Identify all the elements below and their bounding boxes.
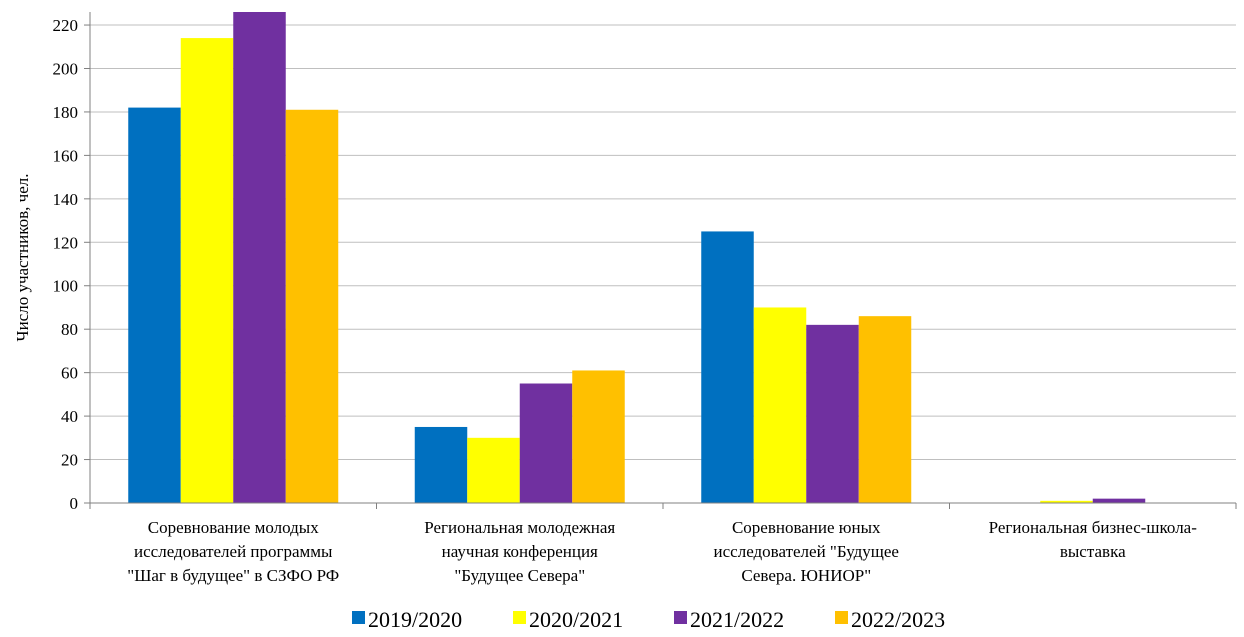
- y-tick-label: 220: [53, 16, 79, 35]
- category-label-line: "Шаг в будущее" в СЗФО РФ: [127, 566, 339, 585]
- bar: [128, 107, 181, 503]
- category-label-line: "Будущее Севера": [454, 566, 585, 585]
- y-tick-label: 60: [61, 364, 78, 383]
- legend-label: 2020/2021: [529, 607, 623, 632]
- bar: [414, 426, 468, 503]
- y-tick-label: 120: [53, 233, 79, 252]
- legend-swatch: [352, 611, 365, 624]
- legend-label: 2019/2020: [368, 607, 462, 632]
- bar: [858, 316, 912, 503]
- y-tick-label: 40: [61, 407, 78, 426]
- category-label-line: выставка: [1060, 542, 1126, 561]
- legend-label: 2022/2023: [851, 607, 945, 632]
- y-tick-label: 180: [53, 103, 79, 122]
- category-label-line: Региональная молодежная: [424, 518, 615, 537]
- y-tick-label: 160: [53, 146, 79, 165]
- category-label: Соревнование юных исследователей "Будущее…: [714, 518, 899, 585]
- category-label-line: Соревнование молодых: [148, 518, 319, 537]
- bar: [285, 109, 339, 503]
- bars: [128, 12, 1146, 503]
- bar: [233, 12, 286, 503]
- y-tick-label: 0: [70, 494, 79, 513]
- category-label: Региональная бизнес-школа-выставка: [989, 518, 1198, 561]
- y-tick-label: 140: [53, 190, 79, 209]
- category-label-line: Соревнование юных: [732, 518, 881, 537]
- category-labels: Соревнование молодых исследователей прогр…: [127, 518, 1197, 585]
- y-axis-label: Число участников, чел.: [13, 174, 32, 342]
- legend-swatch: [513, 611, 526, 624]
- bar: [180, 38, 234, 503]
- legend-swatch: [835, 611, 848, 624]
- category-label-line: научная конференция: [442, 542, 598, 561]
- legend: 2019/2020 2020/2021 2021/2022 2022/2023: [352, 607, 945, 632]
- bar: [701, 231, 754, 503]
- axes: [84, 12, 1237, 509]
- bar: [467, 437, 520, 503]
- bar: [753, 307, 807, 503]
- y-tick-label: 100: [53, 277, 79, 296]
- y-tick-labels: 0 20 40 60 80 100 120 140 160 180 200 220: [53, 16, 79, 513]
- category-label-line: исследователей "Будущее: [714, 542, 899, 561]
- legend-swatch: [674, 611, 687, 624]
- category-label: Региональная молодежная научная конференц…: [424, 518, 615, 585]
- bar: [1092, 498, 1146, 503]
- bar: [519, 383, 573, 503]
- category-label: Соревнование молодых исследователей прогр…: [127, 518, 339, 585]
- y-tick-label: 20: [61, 451, 78, 470]
- category-label-line: Региональная бизнес-школа-: [989, 518, 1198, 537]
- y-tick-label: 80: [61, 320, 78, 339]
- bar: [806, 324, 859, 503]
- bar: [572, 370, 625, 503]
- y-tick-label: 200: [53, 59, 79, 78]
- category-label-line: исследователей программы: [134, 542, 333, 561]
- category-label-line: Севера. ЮНИОР": [741, 566, 871, 585]
- bar: [1040, 500, 1093, 503]
- legend-label: 2021/2022: [690, 607, 784, 632]
